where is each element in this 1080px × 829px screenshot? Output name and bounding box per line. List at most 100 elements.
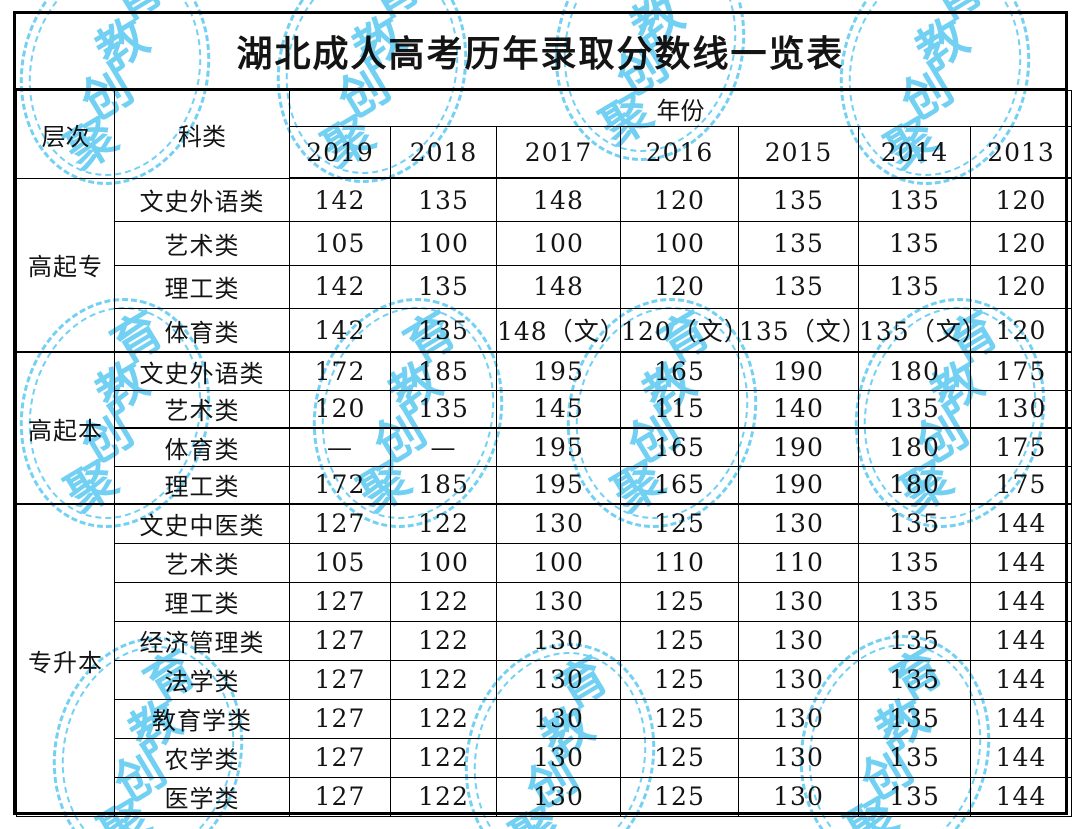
category-cell: 体育类 [114,308,290,353]
category-column-header: 科类 [114,90,290,179]
score-cell: 165 [620,351,739,391]
score-cell: 165 [620,427,739,467]
score-cell: 130 [496,620,621,661]
score-cell: 172 [289,351,391,391]
score-cell: 110 [738,542,859,583]
category-cell: 医学类 [114,776,290,817]
category-cell: 艺术类 [114,542,290,583]
category-cell: 理工类 [114,465,290,505]
score-cell: 135 [390,389,497,429]
score-cell: 130 [738,737,859,778]
table-row: 高起专 文史外语类 142 135 148 120 135 135 120 [16,177,1072,353]
score-cell: 190 [738,351,859,391]
table-row: 理工类 127 122 130 125 130 135 144 [17,581,1072,622]
score-cell: 100 [390,542,497,583]
score-cell: 100 [496,221,621,266]
score-cell: 180 [858,351,971,391]
score-cell: 127 [289,581,391,622]
score-cell: 100 [620,221,739,266]
score-cell: 127 [289,659,391,700]
score-cell: 130 [496,581,621,622]
score-cell: 120 [970,308,1072,353]
year-header: 2016 [620,126,739,179]
score-cell: 142 [289,308,391,353]
score-cell: 127 [289,503,391,544]
score-cell: 195 [496,465,621,505]
score-cell: 135（文） [858,308,971,353]
level-cell: 专升本 [16,503,115,817]
score-cell: 122 [390,659,497,700]
table-row: 医学类 127 122 130 125 130 135 144 [17,776,1072,817]
score-cell: 122 [390,776,497,817]
score-cell: 130 [496,659,621,700]
score-cell: 135 [858,389,971,429]
table-row: 农学类 127 122 130 125 130 135 144 [17,737,1072,778]
score-cell: 175 [970,351,1072,391]
score-cell: 195 [496,351,621,391]
score-cell: 165 [620,465,739,505]
year-header: 2015 [738,126,859,179]
score-cell: 122 [390,620,497,661]
category-cell: 文史外语类 [114,351,290,391]
score-cell: 144 [970,698,1072,739]
score-cell: 140 [738,389,859,429]
table-row: 理工类 172 185 195 165 190 180 175 [17,465,1072,505]
score-cell: 144 [970,620,1072,661]
score-cell: 130 [738,581,859,622]
year-header: 2019 [289,126,391,179]
category-cell: 经济管理类 [114,620,290,661]
score-cell: 130 [738,659,859,700]
score-cell: 125 [620,581,739,622]
score-cell: 135 [858,503,971,544]
table-row: 体育类 — —195 165 190 180 175 [17,427,1072,467]
score-cell: 105 [289,542,391,583]
category-cell: 艺术类 [114,389,290,429]
score-cell: 135 [858,264,971,309]
score-cell: 122 [390,503,497,544]
table-row: 艺术类 120 135 145 115 140 135 130 [17,389,1072,429]
score-cell: 144 [970,776,1072,817]
score-cell: 120 [620,177,739,222]
score-cell: 144 [970,659,1072,700]
level-cell: 高起专 [16,177,115,353]
score-cell: 130 [738,776,859,817]
year-header: 2013 [970,126,1072,179]
score-cell: 120 [289,389,391,429]
score-cell: 130 [496,503,621,544]
score-cell: 195 [496,427,621,467]
category-cell: 理工类 [114,264,290,309]
year-span-header: 年份 [289,90,1072,127]
score-cell: 130 [738,503,859,544]
table-row: 法学类 127 122 130 125 130 135 144 [17,659,1072,700]
score-cell: 127 [289,620,391,661]
table-row: 艺术类 105 100 100 110 110 135 144 [17,542,1072,583]
score-cell: 148 [496,177,621,222]
table-row: 理工类 142 135 148 120 135 135 120 [17,264,1072,309]
score-cell: 144 [970,581,1072,622]
score-cell: 130 [496,698,621,739]
score-cell: 135 [390,264,497,309]
score-cell: — [390,427,497,467]
score-cell: 135 [858,620,971,661]
score-cell: 135 [858,177,971,222]
score-cell: 120 [970,221,1072,266]
score-cell: 122 [390,737,497,778]
table-row: 经济管理类 127 122 130 125 130 135 144 [17,620,1072,661]
category-cell: 艺术类 [114,221,290,266]
table-row: 艺术类 105 100 100 100 135 135 120 [17,221,1072,266]
score-cell: — [289,427,391,467]
score-cell: 135 [738,177,859,222]
table-row: 专升本 文史中医类 127 122 130 125 130 135 144 [16,503,1072,817]
score-cell: 175 [970,465,1072,505]
score-cell: 120（文） [620,308,739,353]
score-cell: 125 [620,659,739,700]
year-header: 2014 [858,126,971,179]
score-cell: 135 [858,737,971,778]
score-cell: 135 [858,776,971,817]
score-cell: 130 [970,389,1072,429]
scores-table-body: 层次 科类 年份 2019 2018 2017 2016 2015 2014 2013 高起专 文史外… [16,90,1072,817]
score-cell: 135 [858,698,971,739]
score-cell: 135 [858,542,971,583]
score-cell: 122 [390,581,497,622]
score-cell: 172 [289,465,391,505]
